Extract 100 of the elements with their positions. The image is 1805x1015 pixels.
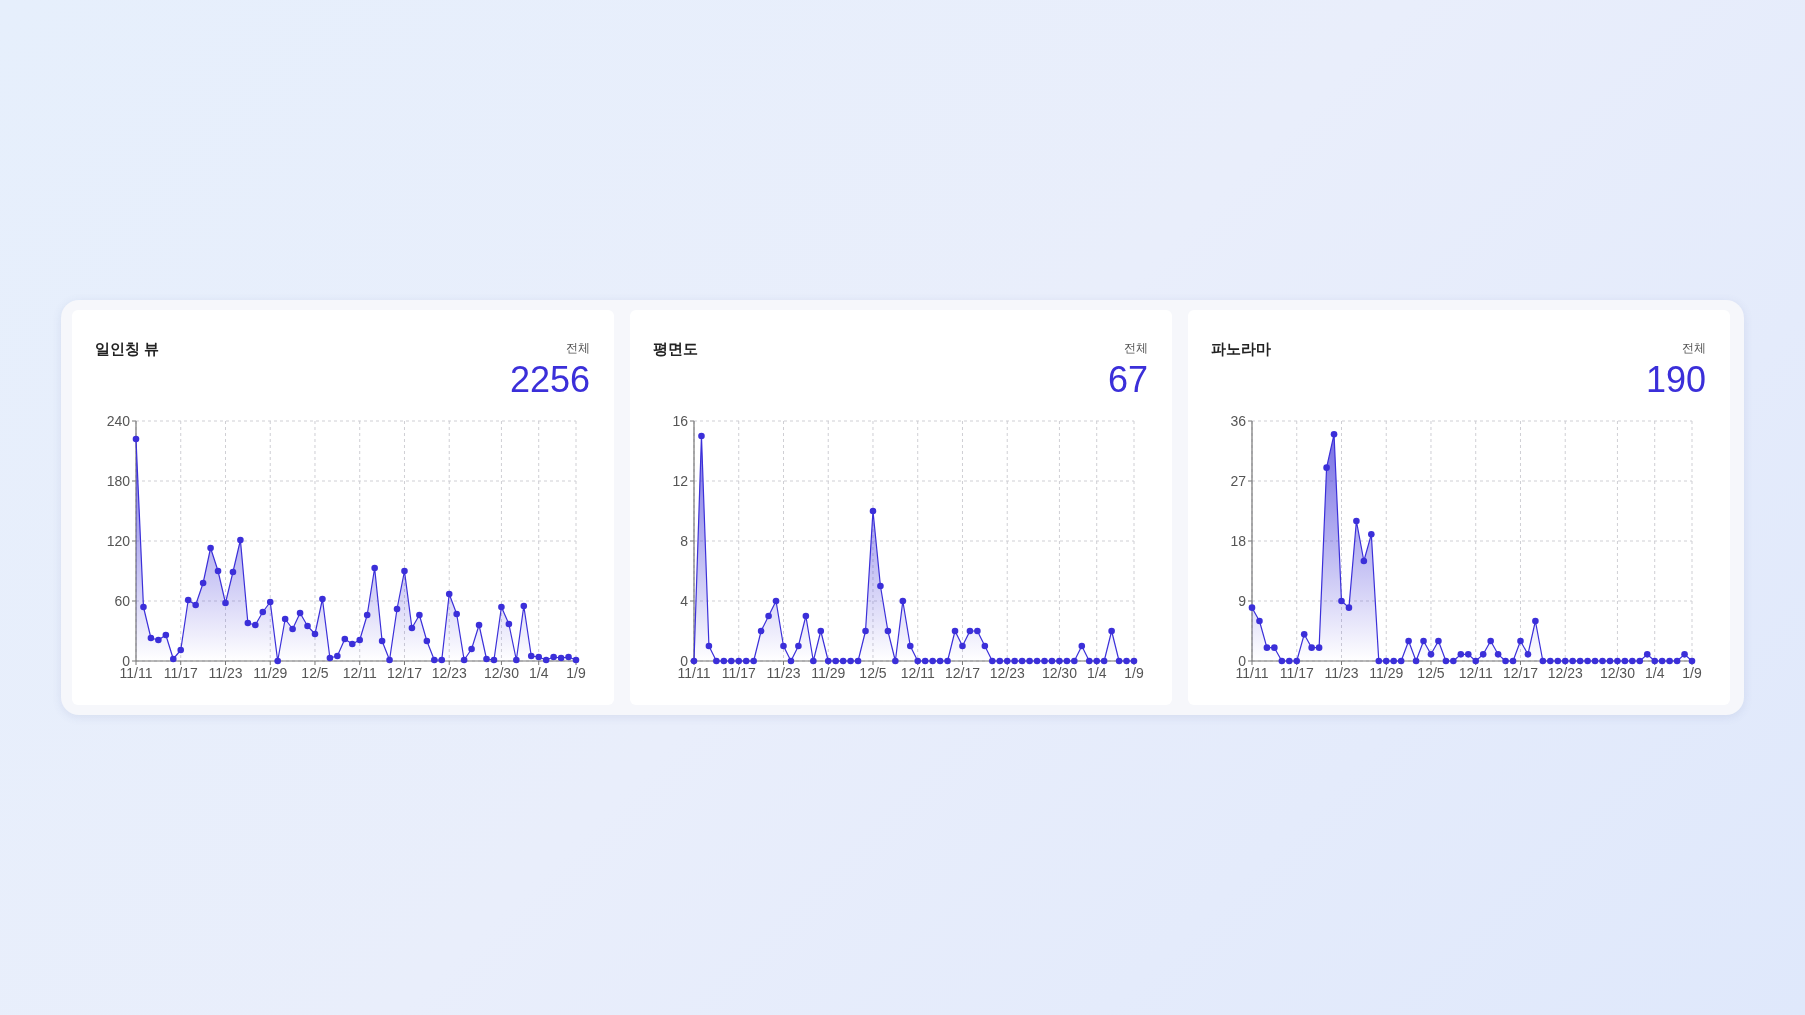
point	[363, 611, 371, 619]
point	[266, 598, 274, 606]
x-tick-label: 12/17	[386, 665, 423, 681]
point	[274, 657, 281, 665]
point	[1308, 644, 1315, 651]
point	[535, 653, 543, 661]
point	[1517, 637, 1524, 645]
point	[1509, 657, 1517, 665]
point	[1584, 657, 1591, 665]
point	[750, 657, 757, 665]
point	[742, 657, 750, 665]
x-tick-label: 1/9	[1682, 665, 1702, 681]
point	[550, 653, 557, 661]
chart-title: 평면도	[653, 340, 698, 357]
point	[966, 627, 974, 635]
point	[460, 656, 468, 664]
point	[1576, 657, 1584, 665]
point	[542, 656, 550, 664]
point	[1621, 657, 1629, 665]
x-tick-label: 12/5	[1417, 665, 1445, 681]
point	[162, 631, 170, 639]
point	[1532, 617, 1539, 625]
point	[393, 605, 401, 613]
point	[1018, 657, 1026, 665]
y-tick-label: 240	[106, 413, 131, 429]
x-tick-label: 11/23	[1324, 665, 1359, 681]
point	[802, 612, 810, 620]
point	[839, 657, 847, 665]
point	[513, 656, 520, 664]
point	[520, 602, 528, 610]
point	[713, 657, 720, 665]
point	[1464, 651, 1472, 658]
point	[1673, 657, 1681, 665]
x-tick-label: 1/4	[1644, 665, 1665, 681]
point	[1539, 657, 1547, 665]
point	[341, 635, 349, 643]
y-tick-label: 12	[672, 473, 689, 489]
point	[810, 657, 817, 665]
point	[498, 603, 505, 611]
point	[817, 627, 825, 635]
point	[1494, 651, 1502, 658]
point	[1666, 657, 1673, 665]
point	[453, 610, 460, 618]
point	[237, 536, 244, 544]
point	[490, 656, 498, 664]
point	[259, 608, 267, 616]
point	[140, 603, 147, 611]
point	[1033, 657, 1041, 665]
x-tick-label: 12/23	[1547, 665, 1583, 681]
point	[1108, 627, 1115, 635]
point	[1397, 657, 1405, 665]
point	[698, 432, 705, 440]
point	[557, 654, 565, 662]
point	[1115, 657, 1123, 665]
point	[1353, 517, 1360, 525]
point	[1271, 644, 1278, 651]
point	[1658, 657, 1666, 665]
point	[705, 642, 713, 650]
point	[416, 611, 423, 619]
point	[1323, 464, 1330, 471]
text: 전체	[1124, 341, 1148, 355]
y-tick-label: 180	[106, 473, 131, 489]
point	[951, 627, 959, 635]
x-tick-label: 11/17	[721, 665, 756, 681]
point	[1123, 657, 1130, 665]
x-tick-label: 12/30	[483, 665, 520, 681]
x-tick-label: 12/5	[301, 665, 329, 681]
point	[720, 657, 728, 665]
point	[177, 646, 185, 654]
point	[1591, 657, 1599, 665]
x-tick-label: 12/11	[900, 665, 935, 681]
point	[996, 657, 1004, 665]
x-tick-label: 12/11	[342, 665, 377, 681]
point	[1071, 657, 1078, 665]
point	[877, 582, 884, 590]
point	[921, 657, 929, 665]
y-tick-label: 27	[1230, 473, 1247, 489]
x-tick-label: 12/23	[989, 665, 1025, 681]
point	[1330, 431, 1338, 438]
point	[1457, 651, 1465, 658]
point	[854, 657, 862, 665]
point	[408, 624, 416, 632]
point	[147, 634, 155, 642]
point	[348, 640, 356, 648]
x-tick-label: 12/17	[1502, 665, 1539, 681]
point	[1085, 657, 1093, 665]
point	[199, 579, 207, 587]
y-tick-label: 18	[1230, 533, 1247, 549]
point	[1345, 604, 1353, 611]
point	[869, 507, 877, 515]
point	[1420, 637, 1427, 645]
point	[787, 657, 795, 665]
point	[207, 544, 214, 552]
point	[1360, 557, 1368, 565]
point	[1636, 657, 1644, 665]
point	[1569, 657, 1576, 665]
point	[222, 599, 229, 607]
point	[184, 596, 192, 604]
x-tick-label: 1/9	[1124, 665, 1144, 681]
text: 190	[1645, 359, 1706, 400]
